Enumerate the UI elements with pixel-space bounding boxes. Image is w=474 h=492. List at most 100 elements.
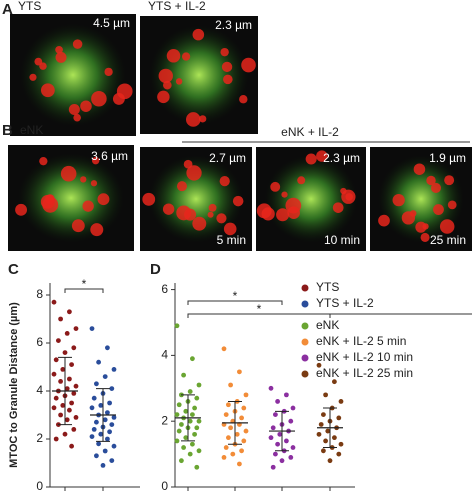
red-granule [340,187,347,195]
data-point [194,464,200,470]
data-point [316,431,322,437]
scale-label: 1.9 µm [429,151,466,165]
data-point [243,428,249,434]
red-granule [29,73,37,81]
sig-bracket [187,313,331,318]
data-point [270,464,276,470]
red-granule [73,113,81,122]
legend-marker [301,370,309,378]
red-granule [158,68,173,84]
data-point [318,422,324,427]
red-granule [192,28,205,41]
red-granule [55,51,67,63]
data-point [71,427,77,432]
legend-label: YTS + IL-2 [316,296,374,310]
error-bar [228,400,242,445]
red-granule [80,176,87,183]
data-point [89,326,95,331]
red-granule [142,192,156,206]
data-point [105,410,110,415]
data-point [109,386,115,391]
data-point [58,412,63,418]
red-granule [219,176,230,187]
data-point [273,451,278,457]
data-point [237,461,242,467]
scale-label: 4.5 µm [93,16,130,30]
data-point [323,392,328,398]
data-point [268,435,274,441]
red-granule [163,80,172,90]
data-point [316,362,322,368]
data-point [96,441,101,447]
data-point [194,395,200,401]
red-granule [82,200,94,212]
data-point [111,367,117,372]
panel-label: B [2,122,13,139]
data-point [51,299,57,305]
data-point [89,434,95,439]
red-granule [220,47,229,57]
data-point [67,376,72,382]
image-caption: YTS + IL-2 [148,0,206,13]
data-point [223,412,229,418]
red-granule [241,57,256,73]
red-granule [281,191,288,198]
red-granule [223,74,233,85]
data-point [321,412,326,418]
data-point [62,350,68,355]
red-granule [90,180,98,187]
data-point [279,458,285,464]
data-point [288,418,294,424]
red-granule [186,165,202,181]
error-bar [181,394,195,442]
data-point [181,445,187,450]
red-granule [90,223,104,237]
red-granule [305,153,317,165]
data-point [187,389,193,394]
red-granule [433,204,444,215]
data-point [51,405,57,411]
data-point [239,415,245,421]
red-granule [239,95,248,104]
data-point [105,436,110,442]
time-label: 25 min [430,233,466,247]
data-point [194,425,200,431]
image-caption: YTS [18,0,41,13]
data-point [223,445,229,450]
data-point [107,429,112,435]
data-point [196,418,202,424]
red-granule [401,211,416,225]
data-point [176,428,182,434]
red-granule [176,181,187,192]
data-point [284,392,289,398]
data-point [64,331,70,336]
red-granule [97,193,110,206]
data-point [109,458,115,463]
data-point [221,454,227,460]
panel-label: D [150,261,161,278]
data-point [53,395,59,401]
error-bar [58,356,72,426]
data-point [187,451,193,457]
data-point [237,369,242,375]
red-granule [287,206,300,219]
data-point [53,357,59,363]
legend-label: eNK + IL-2 25 min [316,366,413,380]
data-point [277,431,283,437]
y-tick-label: 6 [161,282,168,296]
data-point [73,383,79,389]
legend-label: eNK + IL-2 5 min [316,334,406,348]
legend-marker [301,322,309,330]
data-point [241,438,247,444]
data-point [71,345,77,351]
data-point [62,431,68,437]
data-point [91,427,97,432]
scale-label: 2.7 µm [209,151,246,165]
y-tick-label: 0 [36,479,43,492]
data-point [53,436,59,442]
data-point [230,451,236,457]
data-point [290,405,296,411]
data-point [228,382,234,388]
time-label: 5 min [217,233,246,247]
red-granule [91,90,107,107]
